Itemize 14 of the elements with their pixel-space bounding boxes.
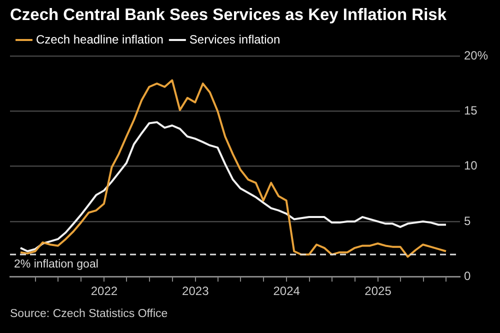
y-tick-label: 10 bbox=[464, 158, 478, 173]
y-tick-label: 0 bbox=[464, 268, 471, 283]
y-tick-label: 5 bbox=[464, 214, 471, 228]
x-tick-label: 2023 bbox=[182, 284, 210, 298]
source-note: Source: Czech Statistics Office bbox=[10, 308, 168, 320]
chart-title: Czech Central Bank Sees Services as Key Inflation Risk bbox=[10, 6, 447, 25]
legend-label: Czech headline inflation bbox=[36, 32, 164, 46]
x-tick-label: 2025 bbox=[364, 284, 392, 298]
y-tick-label: 20% bbox=[464, 48, 488, 62]
legend-label: Services inflation bbox=[189, 32, 280, 46]
ref-line-label: 2% inflation goal bbox=[14, 258, 98, 270]
x-tick-label: 2022 bbox=[90, 284, 118, 298]
y-tick-label: 15 bbox=[464, 103, 478, 118]
x-tick-label: 2024 bbox=[273, 284, 300, 298]
